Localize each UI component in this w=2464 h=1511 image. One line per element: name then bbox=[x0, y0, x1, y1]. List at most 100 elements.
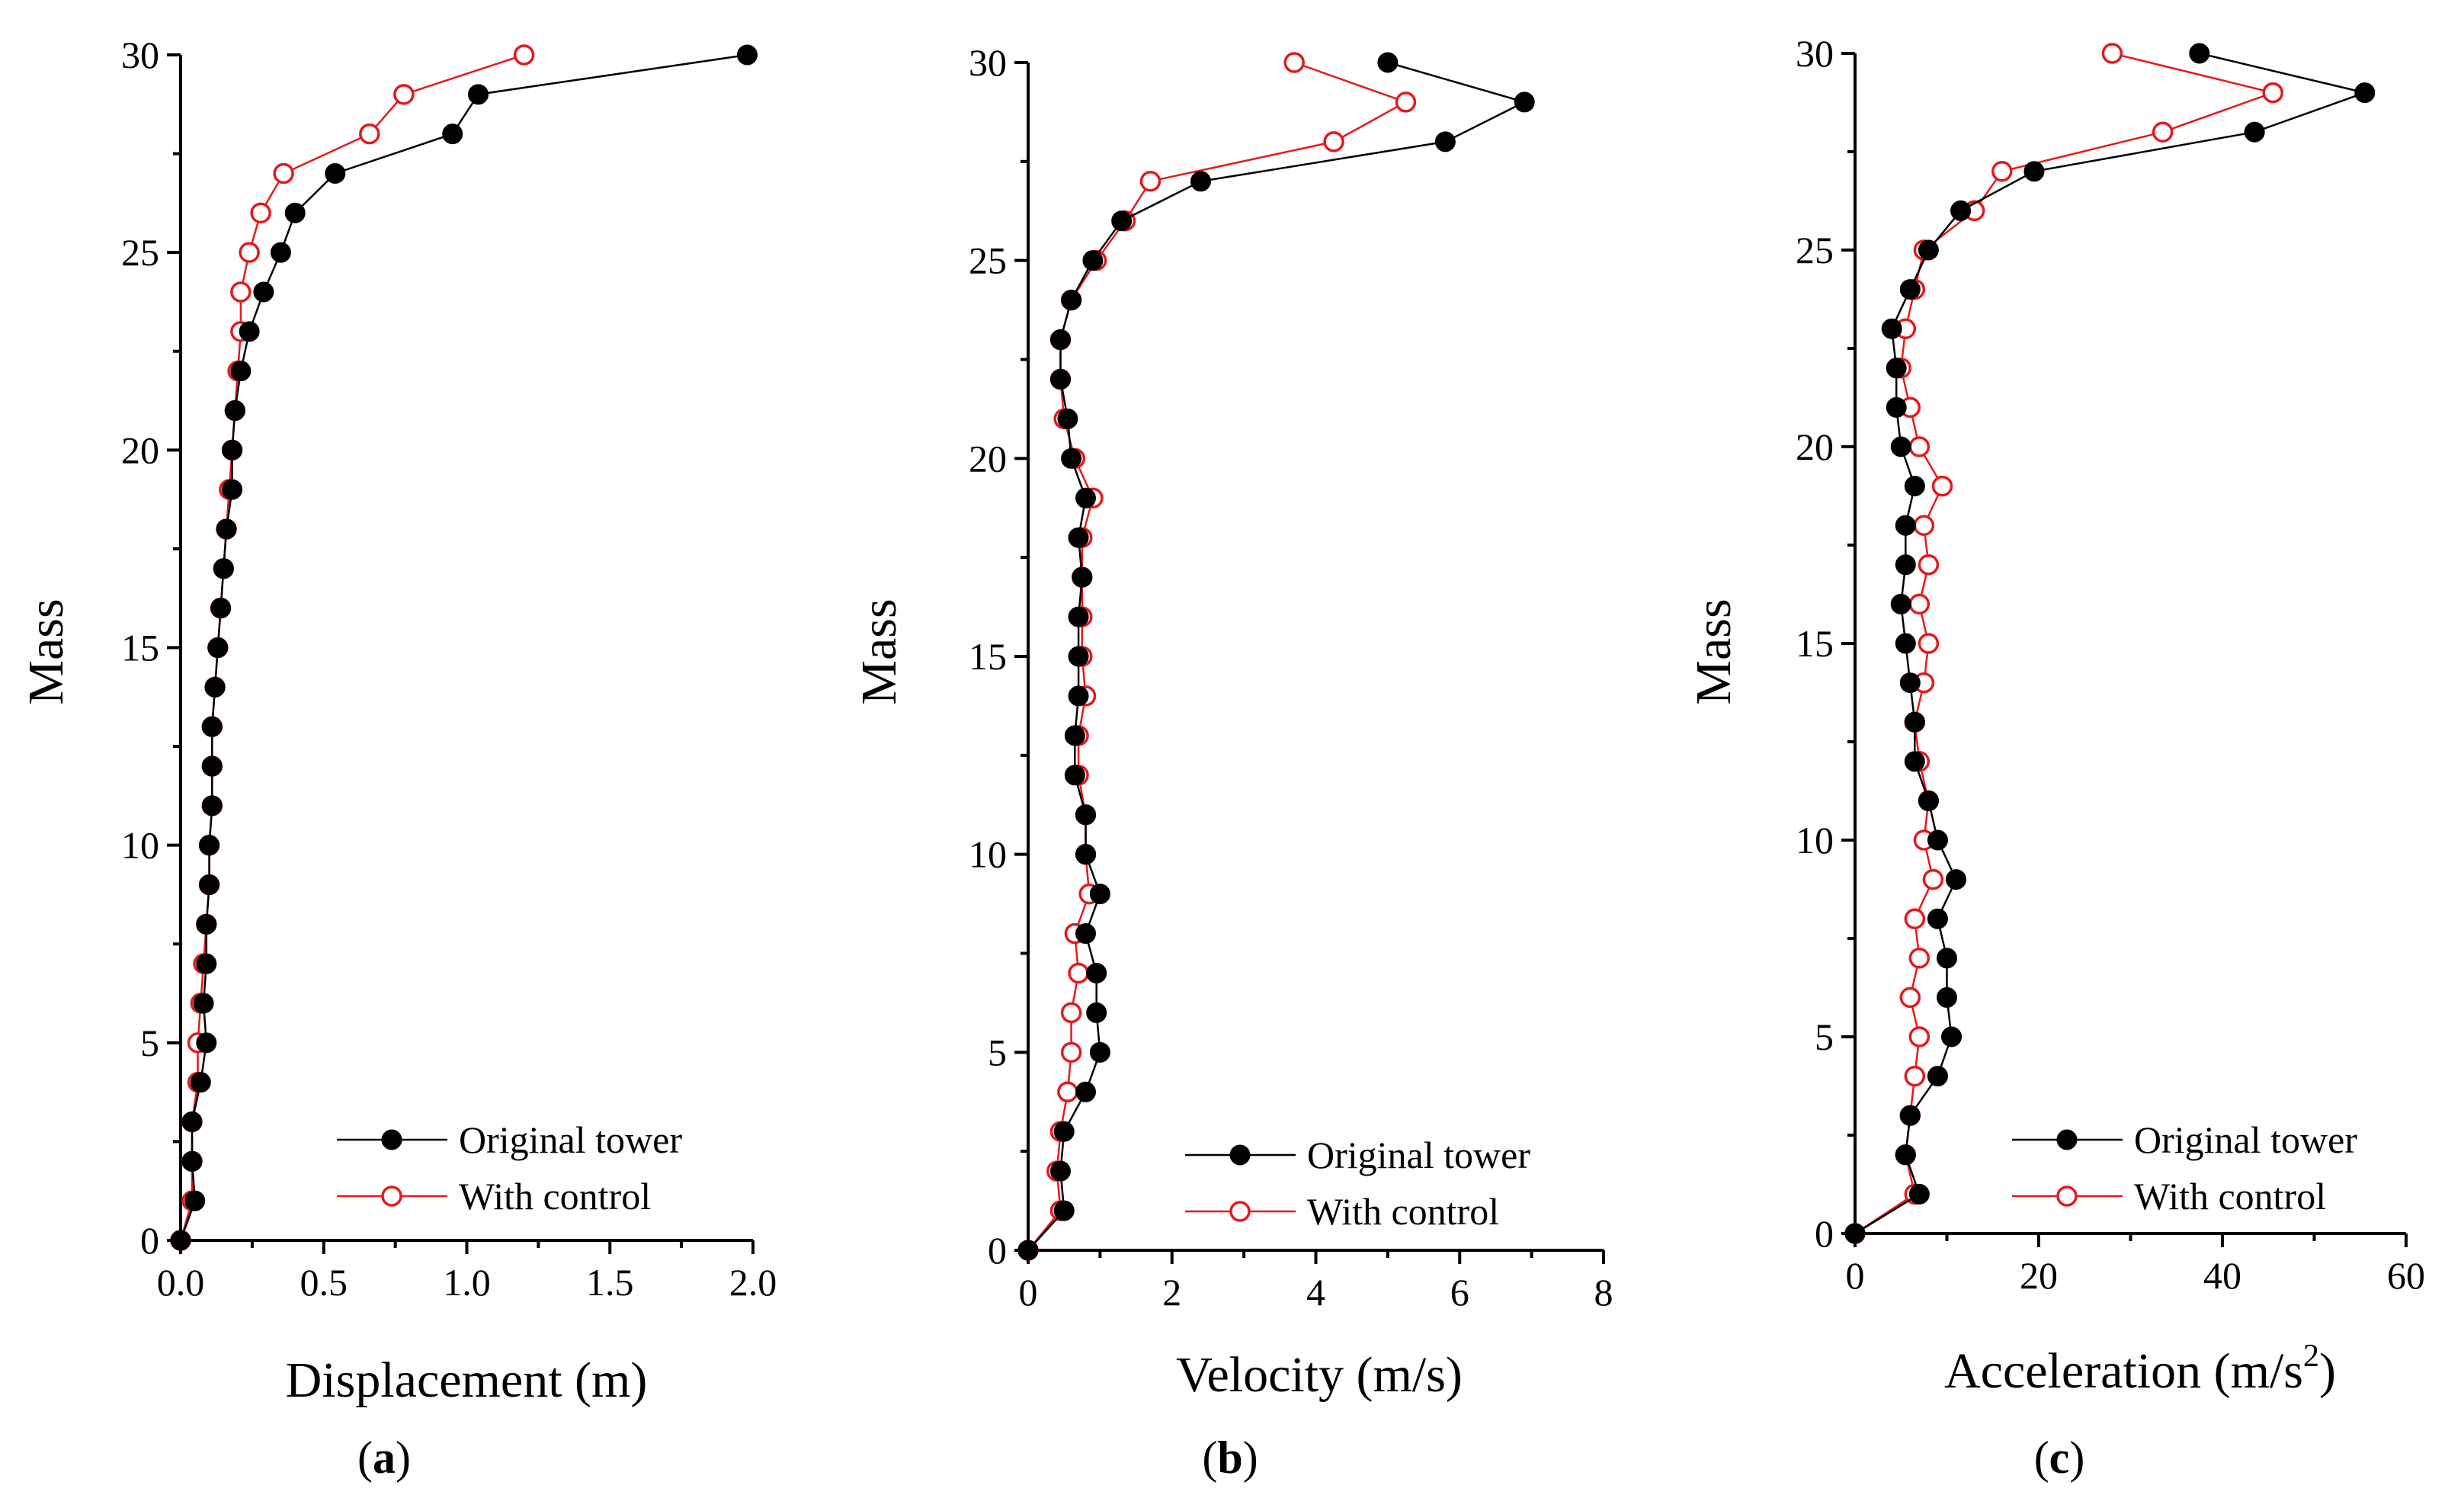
data-point bbox=[199, 835, 220, 856]
legend-marker bbox=[1229, 1144, 1251, 1166]
data-point bbox=[1904, 476, 1925, 497]
data-point bbox=[1927, 829, 1948, 851]
panel-letter: a bbox=[373, 1432, 396, 1483]
y-axis-label: Mass bbox=[851, 598, 907, 704]
x-tick-label: 6 bbox=[1450, 1271, 1469, 1314]
data-point bbox=[284, 202, 306, 223]
data-point bbox=[1931, 475, 1953, 497]
data-point bbox=[1941, 1026, 1963, 1047]
data-point bbox=[1061, 290, 1082, 311]
data-point bbox=[1075, 487, 1096, 508]
legend-label: Original tower bbox=[2134, 1118, 2357, 1161]
data-point bbox=[207, 637, 229, 658]
data-point bbox=[1908, 1026, 1931, 1047]
data-point bbox=[1895, 515, 1916, 536]
data-point bbox=[1075, 923, 1096, 945]
x-tick-label: 0.0 bbox=[157, 1261, 205, 1304]
y-tick-label: 20 bbox=[121, 428, 159, 471]
series-line bbox=[179, 53, 524, 1241]
x-tick-label: 2 bbox=[1162, 1271, 1181, 1314]
y-tick-label: 25 bbox=[1796, 229, 1834, 271]
data-point bbox=[2189, 43, 2210, 64]
data-point bbox=[1937, 986, 1957, 1008]
data-point bbox=[1089, 884, 1110, 905]
data-point bbox=[2244, 121, 2265, 143]
legend-label: Original tower bbox=[1307, 1134, 1530, 1176]
data-point bbox=[1072, 566, 1093, 588]
data-point bbox=[239, 242, 260, 263]
x-tick-label: 0.5 bbox=[300, 1261, 348, 1304]
data-point bbox=[1049, 1160, 1071, 1182]
data-point bbox=[1068, 527, 1089, 548]
series-original-tower bbox=[170, 44, 758, 1251]
x-tick-label: 0 bbox=[1019, 1271, 1038, 1314]
data-point bbox=[1895, 633, 1916, 654]
data-point bbox=[196, 913, 217, 935]
data-point bbox=[1075, 804, 1096, 826]
data-point bbox=[253, 281, 274, 303]
y-tick-label: 10 bbox=[1796, 819, 1834, 861]
legend-marker bbox=[1229, 1201, 1251, 1222]
data-point bbox=[1904, 711, 1925, 733]
data-point bbox=[2101, 43, 2123, 64]
data-point bbox=[273, 162, 294, 184]
y-axis-label: Mass bbox=[1686, 598, 1741, 704]
panel-letter: c bbox=[2049, 1432, 2070, 1483]
data-point bbox=[193, 993, 214, 1014]
data-point bbox=[1890, 436, 1911, 457]
data-point bbox=[1060, 1002, 1082, 1024]
data-point bbox=[359, 123, 380, 145]
data-point bbox=[1908, 436, 1931, 457]
data-point bbox=[1899, 986, 1921, 1009]
data-point bbox=[1904, 908, 1926, 929]
data-point bbox=[442, 124, 463, 145]
data-point bbox=[1904, 751, 1925, 772]
legend-label: With control bbox=[2134, 1175, 2326, 1217]
legend: Original tower With control bbox=[2012, 1118, 2357, 1217]
data-point bbox=[1886, 396, 1907, 418]
data-point bbox=[201, 716, 223, 737]
data-point bbox=[1922, 868, 1944, 890]
data-point bbox=[1950, 200, 1972, 221]
data-point bbox=[1086, 962, 1107, 983]
data-point bbox=[1918, 554, 1940, 576]
y-tick-label: 0 bbox=[988, 1229, 1007, 1272]
x-tick-label: 1.5 bbox=[586, 1261, 634, 1304]
data-point bbox=[1395, 91, 1417, 113]
data-point bbox=[1844, 1223, 1866, 1244]
plot-area: 0 2 4 6 8 0 5 10 15 20 25 30 Original tower With cont… bbox=[969, 41, 1613, 1314]
data-point bbox=[1082, 250, 1104, 271]
data-point bbox=[1927, 1066, 1948, 1087]
x-axis-label: Acceleration (m/s2) bbox=[1944, 1339, 2336, 1399]
data-point bbox=[1323, 131, 1344, 152]
series-line bbox=[179, 53, 748, 1241]
x-tick-label: 4 bbox=[1306, 1271, 1325, 1314]
x-tick-label: 0 bbox=[1846, 1254, 1865, 1297]
data-point bbox=[1908, 593, 1931, 615]
data-point bbox=[1913, 515, 1935, 536]
data-point bbox=[1089, 1041, 1110, 1063]
data-point bbox=[181, 1150, 203, 1172]
y-tick-label: 10 bbox=[121, 824, 159, 867]
x-tick-label: 40 bbox=[2203, 1254, 2241, 1297]
data-point bbox=[230, 281, 252, 303]
panel-b: Mass Velocity (m/s) (b) 0 2 4 6 8 0 5 10 15 20 25 3… bbox=[851, 41, 1613, 1483]
data-point bbox=[1075, 1081, 1096, 1102]
data-point bbox=[1086, 1002, 1107, 1023]
data-point bbox=[201, 756, 223, 777]
data-point bbox=[1111, 210, 1133, 232]
data-point bbox=[224, 400, 245, 421]
x-tick-label: 60 bbox=[2387, 1254, 2425, 1297]
data-point bbox=[1899, 1105, 1921, 1126]
data-point bbox=[1049, 368, 1071, 390]
y-tick-label: 20 bbox=[1796, 425, 1834, 468]
legend-marker bbox=[381, 1185, 402, 1207]
y-tick-label: 25 bbox=[121, 231, 159, 274]
data-point bbox=[1060, 1041, 1082, 1063]
x-axis-label-main: Acceleration (m/s bbox=[1944, 1343, 2303, 1399]
x-tick-label: 2.0 bbox=[729, 1261, 777, 1304]
data-point bbox=[2023, 161, 2045, 182]
plot-area: 0 20 40 60 0 5 10 15 20 25 30 Original tower With co… bbox=[1796, 32, 2425, 1297]
data-point bbox=[1918, 790, 1939, 811]
data-point bbox=[468, 84, 489, 105]
